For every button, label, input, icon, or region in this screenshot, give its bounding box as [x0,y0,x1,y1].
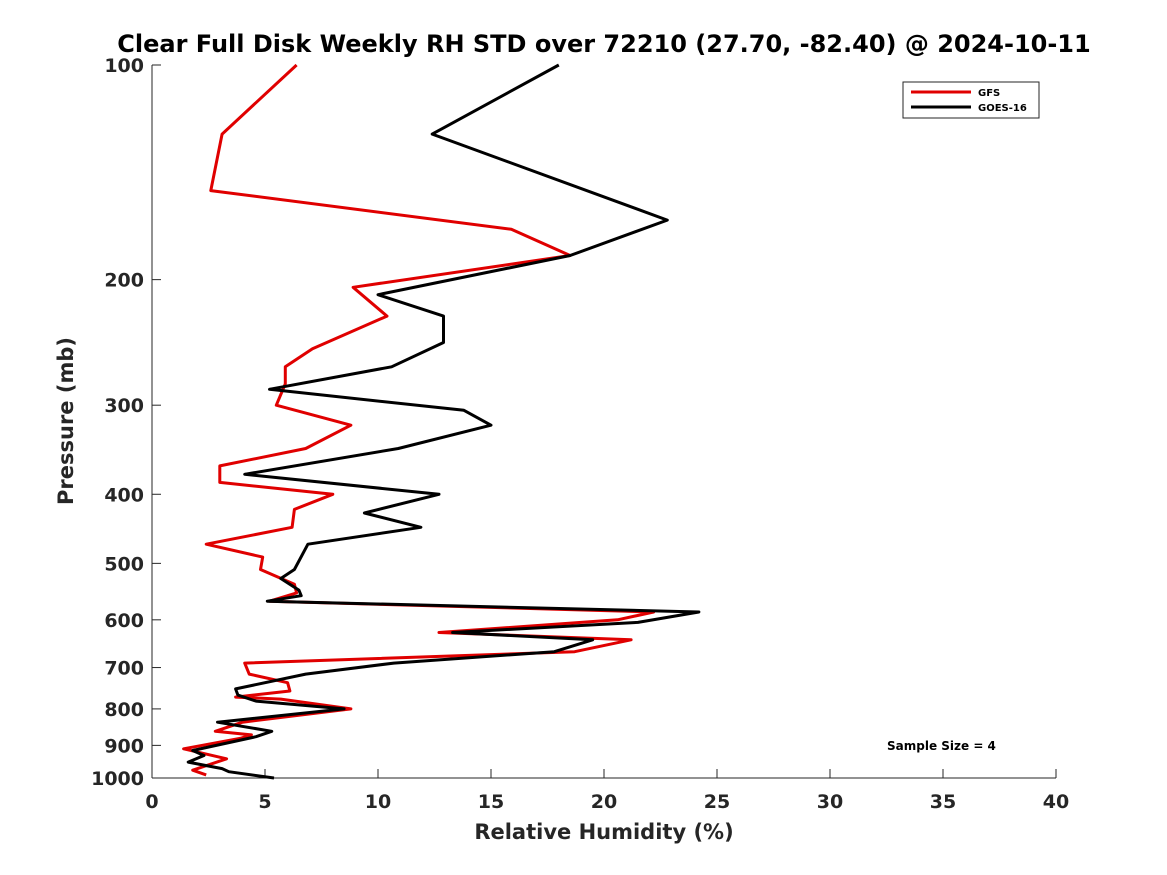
legend-label-goes16: GOES-16 [978,103,1027,114]
x-tick-label: 20 [591,791,617,813]
x-tick-label: 30 [817,791,843,813]
y-tick-label: 700 [104,658,144,680]
y-tick-label: 600 [104,610,144,632]
sample-size-annotation: Sample Size = 4 [887,739,996,753]
legend: GFS GOES-16 [902,81,1040,119]
legend-label-gfs: GFS [978,88,1000,99]
x-tick-label: 25 [704,791,730,813]
y-tick-label: 1000 [91,768,144,790]
x-axis-label: Relative Humidity (%) [474,820,733,844]
x-ticks: 0 5 10 15 20 25 30 35 40 [145,769,1069,813]
chart-title: Clear Full Disk Weekly RH STD over 72210… [117,30,1090,58]
x-tick-label: 15 [478,791,504,813]
x-tick-label: 0 [145,791,158,813]
series-line-gfs [182,63,656,777]
y-tick-label: 300 [104,395,144,417]
x-tick-label: 35 [930,791,956,813]
y-tick-label: 400 [104,484,144,506]
y-tick-label: 100 [104,55,144,77]
plot-area: 0 5 10 15 20 25 30 35 40 100 200 300 400 500 600 700 80… [91,55,1069,813]
y-tick-label: 800 [104,699,144,721]
y-ticks: 100 200 300 400 500 600 700 800 900 1000 [91,55,161,790]
legend-box [902,81,1040,119]
series-line-goes16 [186,63,701,780]
y-tick-label: 900 [104,735,144,757]
y-tick-label: 200 [104,270,144,292]
series-lines [182,63,701,780]
y-tick-label: 500 [104,553,144,575]
x-tick-label: 10 [365,791,391,813]
x-tick-label: 5 [258,791,271,813]
x-tick-label: 40 [1043,791,1069,813]
y-axis-label: Pressure (mb) [54,337,78,505]
